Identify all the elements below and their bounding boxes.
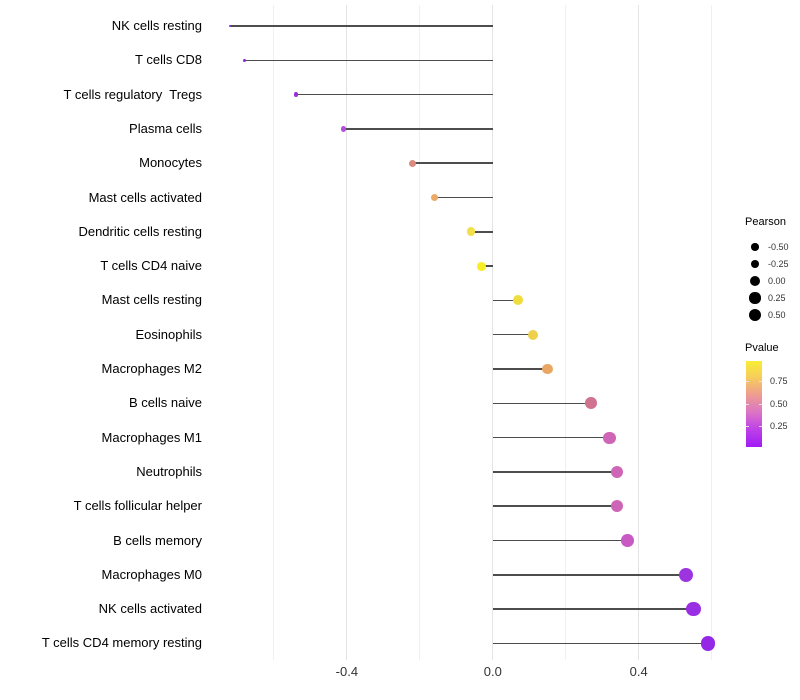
- category-label: Macrophages M2: [101, 361, 202, 376]
- legend-size-dot: [749, 292, 761, 304]
- lollipop-dot: [621, 534, 635, 547]
- legend-size-dot: [751, 243, 759, 251]
- lollipop-stem: [492, 539, 628, 542]
- lollipop-dot: [610, 465, 623, 479]
- category-label: B cells memory: [113, 532, 202, 548]
- gridline-minor: [565, 5, 567, 660]
- legend-size-label: -0.50: [768, 242, 789, 252]
- lollipop-dot: [228, 24, 232, 28]
- legend-size-label: -0.25: [768, 259, 789, 269]
- lollipop-stem: [492, 436, 610, 439]
- category-label: Mast cells resting: [101, 292, 202, 308]
- lollipop-dot: [340, 126, 346, 132]
- lollipop-stem: [492, 574, 687, 576]
- lollipop-stem: [492, 642, 709, 645]
- gridline-major: [492, 5, 494, 660]
- colorbar-tick-mark: [759, 403, 762, 405]
- lollipop-dot: [585, 397, 598, 410]
- gridline-major: [346, 5, 348, 660]
- lollipop-dot: [527, 329, 538, 340]
- colorbar-tick-mark: [746, 403, 749, 405]
- lollipop-dot: [679, 567, 694, 582]
- gridline-minor: [273, 5, 275, 660]
- colorbar-tick-mark: [759, 426, 762, 428]
- lollipop-dot: [408, 159, 417, 167]
- lollipop-stem: [230, 25, 493, 27]
- legend-size-dot: [750, 276, 760, 286]
- colorbar-tick-mark: [746, 426, 749, 428]
- gridline-minor: [711, 5, 713, 660]
- category-label: Macrophages M1: [101, 429, 202, 445]
- category-label: Macrophages M0: [101, 566, 202, 582]
- lollipop-dot: [466, 227, 476, 237]
- lollipop-dot: [243, 58, 247, 62]
- lollipop-stem: [470, 231, 493, 233]
- lollipop-dot: [513, 295, 524, 306]
- colorbar-tick-label: 0.25: [770, 421, 788, 432]
- lollipop-dot: [700, 636, 716, 651]
- x-tick-label: -0.4: [335, 664, 359, 679]
- category-label: Plasma cells: [129, 120, 202, 136]
- category-label: Mast cells activated: [88, 189, 202, 205]
- lollipop-stem: [492, 471, 617, 473]
- category-label: T cells CD8: [135, 52, 202, 68]
- lollipop-dot: [603, 431, 616, 444]
- legend-size-label: 0.00: [768, 276, 786, 286]
- lollipop-stem: [412, 162, 493, 164]
- x-tick-label: 0.0: [483, 664, 502, 679]
- lollipop-stem: [492, 333, 533, 336]
- colorbar-tick-mark: [759, 380, 762, 382]
- lollipop-dot: [293, 92, 298, 97]
- category-label: NK cells resting: [111, 18, 202, 33]
- lollipop-dot: [686, 601, 701, 617]
- lollipop-stem: [434, 196, 493, 199]
- lollipop-stem: [343, 128, 493, 130]
- category-label: T cells follicular helper: [73, 498, 202, 514]
- legend-size-dot: [748, 308, 762, 322]
- lollipop-dot: [430, 193, 439, 202]
- category-label: T cells CD4 naive: [100, 258, 202, 274]
- category-label: Eosinophils: [135, 326, 203, 342]
- category-label: T cells CD4 memory resting: [41, 635, 202, 651]
- legend-pearson-title: Pearson: [745, 216, 786, 228]
- legend-pvalue-title: Pvalue: [745, 342, 779, 354]
- legend-size-dot: [750, 259, 760, 269]
- category-label: Neutrophils: [136, 463, 202, 479]
- lollipop-stem: [492, 608, 694, 610]
- category-label: Dendritic cells resting: [78, 223, 202, 239]
- lollipop-stem: [492, 505, 617, 507]
- colorbar-tick-label: 0.50: [770, 398, 788, 409]
- lollipop-stem: [492, 299, 519, 302]
- lollipop-dot: [542, 363, 553, 375]
- gridline-major: [638, 5, 640, 660]
- pvalue-colorbar: [746, 361, 762, 447]
- gridline-minor: [419, 5, 421, 660]
- lollipop-stem: [492, 368, 548, 370]
- lollipop-stem: [244, 59, 493, 62]
- category-label: B cells naive: [129, 395, 202, 411]
- lollipop-dot: [477, 261, 487, 271]
- x-tick-label: 0.4: [629, 664, 648, 679]
- category-label: Monocytes: [139, 155, 202, 171]
- lollipop-dot: [610, 500, 623, 513]
- colorbar-tick-label: 0.75: [770, 375, 788, 386]
- legend-size-label: 0.50: [768, 310, 786, 320]
- colorbar-tick-mark: [746, 380, 749, 382]
- lollipop-stem: [492, 402, 592, 405]
- lollipop-stem: [295, 93, 493, 96]
- category-label: NK cells activated: [98, 601, 202, 617]
- category-label: T cells regulatory Tregs: [63, 86, 202, 102]
- lollipop-stem: [481, 265, 493, 267]
- legend-size-label: 0.25: [768, 293, 786, 303]
